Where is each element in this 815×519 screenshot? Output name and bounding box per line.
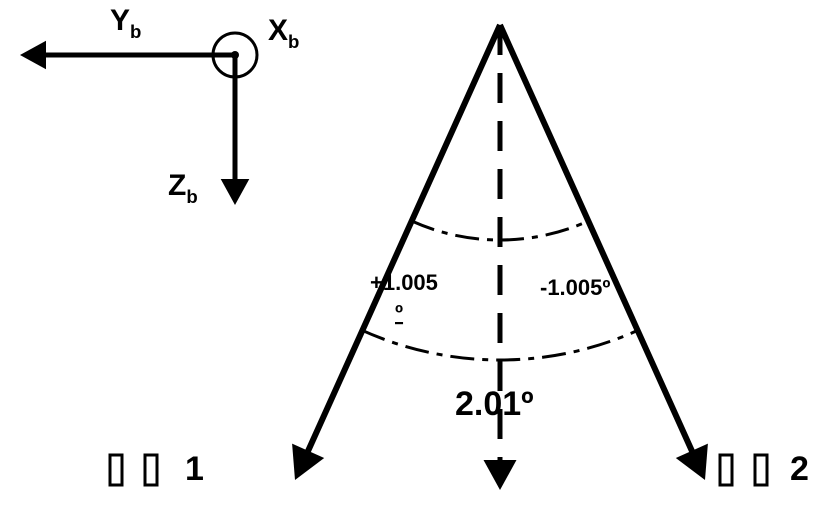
svg-text:Xb: Xb (268, 14, 299, 52)
bottom-label-left: 1 (110, 450, 204, 488)
axis-label: Zb (168, 169, 198, 207)
svg-text:1: 1 (185, 450, 204, 488)
left-half-angle-label: +1.005 (370, 270, 438, 295)
axis-label: Yb (110, 4, 141, 42)
right-half-angle-label: -1.005º (540, 275, 610, 300)
inner-arc-left (412, 221, 500, 240)
svg-text:Zb: Zb (168, 169, 198, 207)
full-angle-label: 2.01º (455, 385, 534, 423)
angle-diagram: +1.005 º -1.005º 2.01º 1 2 (110, 25, 809, 490)
axes-indicator: Xb Yb Zb (20, 4, 299, 207)
bottom-label-right: 2 (720, 450, 809, 488)
left-half-angle-degree: º (395, 300, 403, 325)
axis-label: Xb (268, 14, 299, 52)
svg-text:2: 2 (790, 450, 809, 488)
inner-arc-right (500, 221, 588, 240)
svg-text:Yb: Yb (110, 4, 141, 42)
